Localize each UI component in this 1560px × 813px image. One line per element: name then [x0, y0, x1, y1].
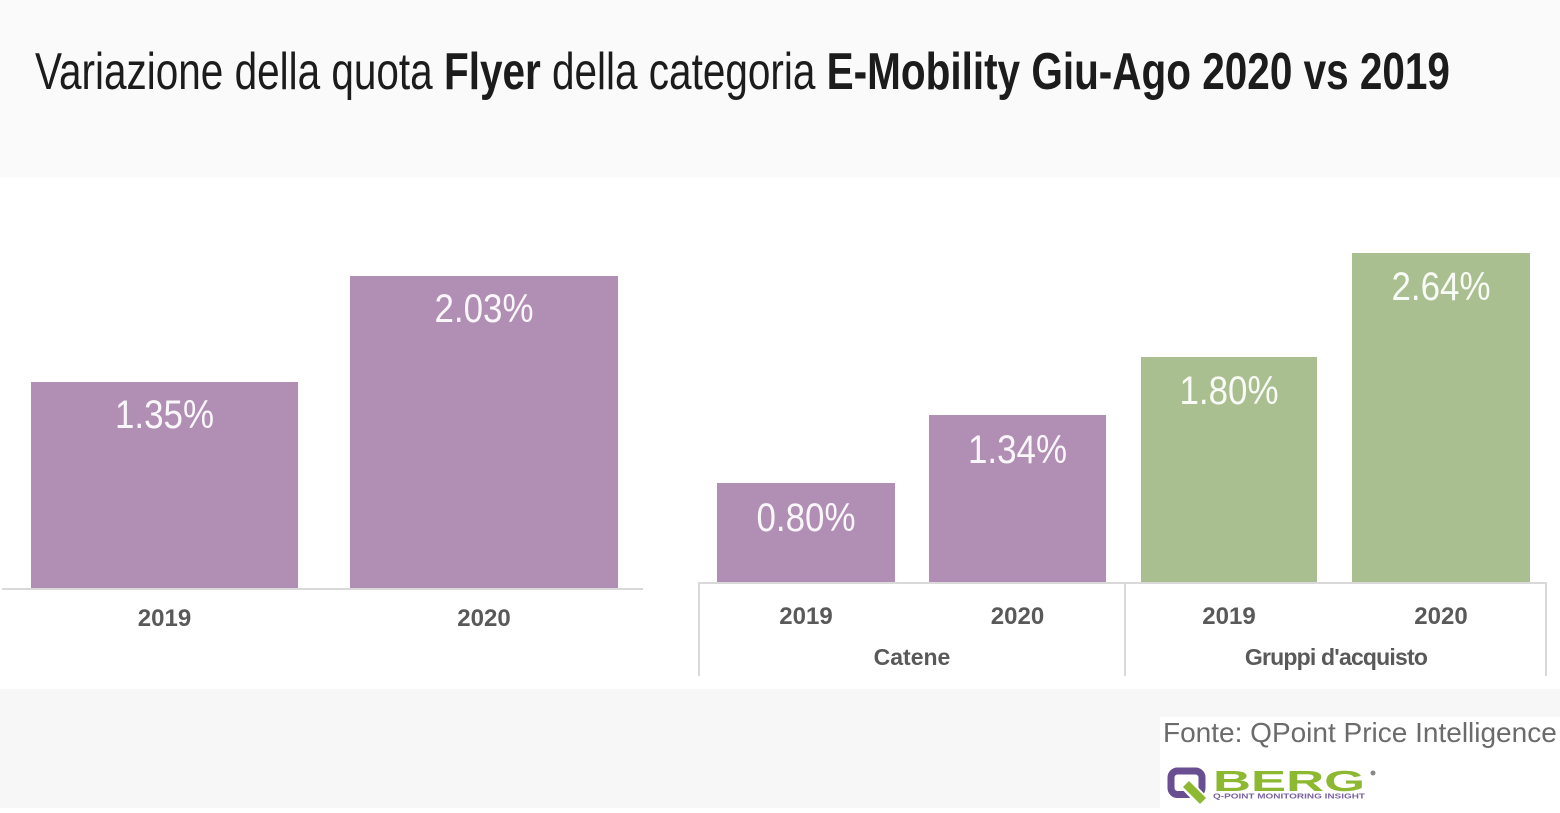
svg-text:Q-POINT MONITORING INSIGHT: Q-POINT MONITORING INSIGHT — [1213, 794, 1366, 801]
svg-text:BERG: BERG — [1213, 766, 1365, 798]
